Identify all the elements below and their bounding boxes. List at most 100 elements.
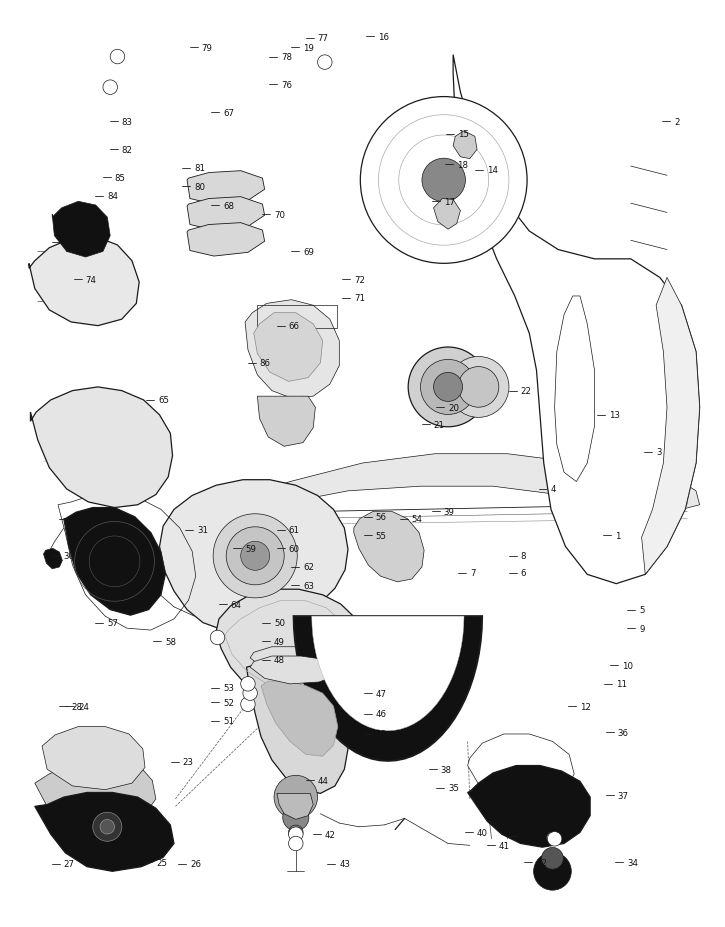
Text: 49: 49: [274, 637, 285, 646]
Text: 24: 24: [78, 702, 89, 711]
Text: 64: 64: [231, 600, 241, 609]
Circle shape: [534, 853, 571, 890]
Circle shape: [289, 827, 303, 842]
Polygon shape: [44, 549, 62, 569]
Text: 15: 15: [458, 130, 469, 139]
Polygon shape: [216, 590, 366, 705]
Circle shape: [283, 805, 309, 831]
Circle shape: [241, 541, 270, 571]
Circle shape: [243, 686, 257, 701]
Text: 22: 22: [521, 387, 531, 396]
Text: 81: 81: [194, 164, 205, 173]
Circle shape: [289, 836, 303, 851]
Text: 72: 72: [354, 275, 365, 285]
Text: 30: 30: [64, 552, 75, 561]
Text: 26: 26: [190, 859, 201, 869]
Polygon shape: [294, 616, 482, 761]
Text: 47: 47: [376, 689, 386, 698]
Text: 82: 82: [122, 146, 133, 155]
Circle shape: [547, 832, 558, 844]
Text: 75: 75: [78, 248, 89, 257]
Text: 80: 80: [194, 183, 205, 192]
Text: 16: 16: [378, 32, 389, 42]
Polygon shape: [453, 132, 477, 159]
Text: 46: 46: [376, 709, 386, 718]
Circle shape: [420, 360, 476, 415]
Text: 76: 76: [281, 81, 292, 90]
Text: 74: 74: [86, 275, 96, 285]
Circle shape: [100, 819, 115, 834]
Polygon shape: [29, 237, 139, 326]
Text: 73: 73: [64, 238, 75, 248]
Text: 27: 27: [64, 859, 75, 869]
Circle shape: [434, 373, 463, 402]
Text: 53: 53: [223, 683, 234, 692]
Polygon shape: [254, 313, 323, 382]
Text: 50: 50: [274, 618, 285, 628]
Text: 13: 13: [609, 411, 620, 420]
Polygon shape: [468, 766, 590, 847]
Circle shape: [274, 776, 318, 819]
Text: 79: 79: [202, 44, 212, 53]
Text: 36: 36: [618, 728, 629, 737]
Polygon shape: [35, 793, 174, 871]
Text: 5: 5: [639, 605, 645, 615]
Polygon shape: [453, 56, 700, 584]
Polygon shape: [250, 647, 341, 675]
Text: 58: 58: [165, 637, 176, 646]
Text: 55: 55: [376, 531, 386, 540]
Polygon shape: [261, 681, 338, 756]
Text: 3: 3: [656, 448, 662, 457]
Text: 51: 51: [223, 717, 234, 726]
Text: 28: 28: [71, 702, 82, 711]
Circle shape: [93, 812, 122, 842]
Circle shape: [448, 357, 509, 418]
Text: 43: 43: [339, 859, 350, 869]
Circle shape: [542, 847, 563, 870]
Text: 34: 34: [627, 857, 638, 867]
Circle shape: [458, 367, 499, 408]
Text: 21: 21: [434, 420, 444, 429]
Polygon shape: [245, 300, 339, 399]
Text: 33: 33: [521, 832, 531, 841]
Text: 38: 38: [441, 765, 452, 774]
Circle shape: [408, 348, 488, 427]
Text: 18: 18: [457, 160, 468, 170]
Text: 39: 39: [444, 507, 455, 516]
Text: 20: 20: [448, 403, 459, 413]
Text: 67: 67: [223, 108, 234, 118]
Polygon shape: [434, 199, 460, 230]
Text: 63: 63: [303, 581, 314, 590]
Text: 29: 29: [71, 514, 82, 524]
Text: 35: 35: [448, 783, 459, 793]
Text: 14: 14: [487, 166, 498, 175]
Text: 84: 84: [107, 192, 118, 201]
Text: 9: 9: [639, 624, 645, 633]
Circle shape: [210, 630, 225, 645]
Text: 23: 23: [183, 757, 194, 767]
Text: 25: 25: [156, 857, 167, 867]
Text: 83: 83: [122, 118, 133, 127]
Polygon shape: [257, 397, 315, 447]
Text: 86: 86: [260, 359, 270, 368]
Polygon shape: [187, 223, 265, 257]
Text: 2: 2: [674, 118, 680, 127]
Circle shape: [422, 159, 465, 202]
Text: 31: 31: [197, 526, 208, 535]
Polygon shape: [312, 616, 464, 731]
Circle shape: [360, 97, 527, 264]
Text: 37: 37: [618, 791, 629, 800]
Text: 10: 10: [622, 661, 633, 670]
Text: 42: 42: [325, 830, 336, 839]
Circle shape: [103, 81, 117, 95]
Text: 19: 19: [303, 44, 314, 53]
Text: 62: 62: [303, 563, 314, 572]
Text: 78: 78: [281, 53, 292, 62]
Text: 48: 48: [274, 655, 285, 665]
Polygon shape: [187, 197, 265, 231]
Text: 40: 40: [477, 828, 488, 837]
Text: 6: 6: [521, 568, 526, 578]
Polygon shape: [354, 512, 424, 582]
Text: 57: 57: [107, 618, 118, 628]
Text: 61: 61: [289, 526, 299, 535]
